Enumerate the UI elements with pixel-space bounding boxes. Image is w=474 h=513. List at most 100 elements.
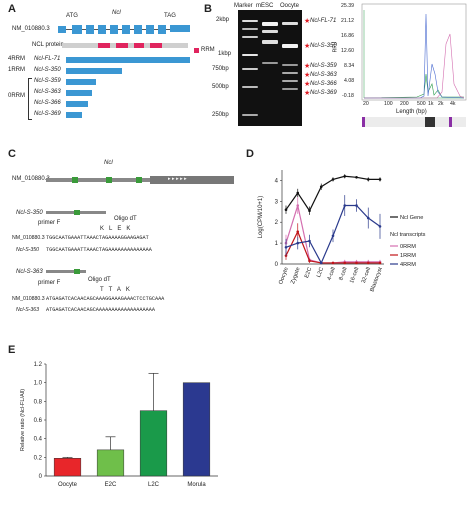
rrm-domain bbox=[116, 43, 128, 48]
bar bbox=[182, 382, 211, 477]
gel-band bbox=[242, 54, 258, 56]
length-tick: 200 bbox=[400, 101, 409, 107]
isoform-s350-track bbox=[66, 68, 122, 74]
y-tick-label: 0.2 bbox=[34, 455, 43, 461]
x-tick-label: 32-cell bbox=[361, 267, 372, 285]
data-point bbox=[378, 225, 382, 228]
legend-label: 4RRM bbox=[400, 262, 416, 268]
data-point bbox=[284, 254, 288, 257]
line-chart: 0 1 2 3 4 Log(CPM/10+1) Oocyte Zygote E2C L2C 4-ce… bbox=[258, 170, 426, 293]
data-point bbox=[296, 241, 300, 245]
gel-band bbox=[242, 20, 258, 22]
legend-label: 1RRM bbox=[400, 253, 416, 259]
gel-band bbox=[262, 62, 278, 64]
seq-ref: ATGAGATCACAACAGCAAAGGAAAGAAACTCCTGCAAA bbox=[46, 296, 165, 302]
panel-c-aa-2: TTAK bbox=[100, 287, 135, 293]
x-tick-label: L2C bbox=[316, 267, 325, 279]
data-point bbox=[331, 178, 335, 181]
band-marker-star: ★ bbox=[304, 43, 311, 50]
group-0rrm-label: 0RRM bbox=[8, 93, 26, 99]
band-marker-star: ★ bbox=[304, 81, 311, 88]
gene-exon bbox=[170, 25, 190, 32]
panel-c-gene-id: NM_010880.3 bbox=[12, 176, 50, 182]
y-tick-label: 4 bbox=[275, 178, 279, 184]
x-tick-label: E2C bbox=[105, 482, 117, 488]
x-tick-label: Morula bbox=[187, 482, 206, 488]
lane-label-marker: Marker bbox=[234, 3, 253, 9]
gene-exon bbox=[122, 25, 130, 34]
gel-band bbox=[262, 30, 278, 33]
gene-name-label: Ncl bbox=[112, 10, 121, 16]
band-label: Ncl-FL-71 bbox=[310, 18, 337, 24]
rfu-tick: 16.86 bbox=[341, 33, 354, 39]
panel-c-exon bbox=[72, 177, 78, 183]
data-point bbox=[331, 234, 335, 238]
band-label: Ncl-S-366 bbox=[310, 81, 337, 87]
panel-c-iso2-track bbox=[46, 270, 86, 273]
data-point bbox=[308, 239, 311, 243]
isoform-s363-track bbox=[66, 90, 92, 96]
panel-b-letter: B bbox=[204, 3, 212, 15]
gene-exon bbox=[134, 25, 142, 34]
panel-c-gene-name: Ncl bbox=[104, 160, 113, 166]
rrm-legend-swatch bbox=[194, 48, 199, 53]
rfu-tick: 25.39 bbox=[341, 3, 354, 9]
rrm-domain bbox=[134, 43, 144, 48]
x-tick-label: Blastocyst bbox=[370, 266, 385, 292]
band-marker-star: ★ bbox=[304, 63, 311, 70]
isoform-label: Ncl-S-350 bbox=[34, 67, 61, 73]
data-point bbox=[366, 261, 370, 265]
gel-band bbox=[282, 44, 298, 48]
x-tick-label: 4-cell bbox=[327, 267, 337, 282]
x-tick-label: Oocyte bbox=[278, 267, 290, 286]
panel-c-exon bbox=[106, 177, 112, 183]
seq-iso-label: Ncl-S-363 bbox=[16, 307, 40, 313]
data-point bbox=[355, 176, 358, 179]
x-tick-label: Zygote bbox=[290, 267, 301, 285]
panel-c-utr bbox=[150, 176, 234, 184]
rfu-tick: 12.60 bbox=[341, 48, 354, 54]
isoform-label: Ncl-FL-71 bbox=[34, 56, 61, 62]
panel-c-isoform-1: Ncl-S-350 bbox=[16, 210, 43, 216]
rrm-legend-label: RRM bbox=[201, 47, 215, 53]
length-tick: 4k bbox=[450, 101, 456, 107]
y-tick-label: 0 bbox=[39, 474, 43, 480]
band-marker-star: ★ bbox=[304, 18, 311, 25]
legend-label: Ncl Gene bbox=[400, 215, 423, 221]
panel-c-letter: C bbox=[8, 148, 16, 160]
group-0rrm-bracket bbox=[28, 78, 32, 120]
gel-band bbox=[282, 22, 298, 25]
amino-acid: T bbox=[100, 287, 109, 293]
data-point bbox=[355, 261, 358, 265]
amino-acid: E bbox=[117, 226, 127, 232]
marker-size-label: 2kbp bbox=[216, 17, 230, 23]
data-point bbox=[319, 185, 323, 189]
lane-label-mesc: mESC bbox=[256, 3, 274, 9]
bar-chart: 0 0.2 0.4 0.6 0.8 1.0 1.2 Relative ratio (Ncl-F… bbox=[20, 362, 218, 488]
y-axis-label: Log(CPM/10+1) bbox=[258, 196, 264, 239]
marker-size-label: 1kbp bbox=[218, 51, 232, 57]
isoform-s359-track bbox=[66, 79, 96, 85]
data-point bbox=[296, 204, 300, 207]
isoform-s369-track bbox=[66, 112, 82, 118]
rfu-tick: -0.18 bbox=[342, 93, 354, 99]
rfu-tick: 21.12 bbox=[341, 18, 354, 24]
gel-strip bbox=[362, 117, 466, 127]
panel-c-oligo-2: Oligo dT bbox=[88, 277, 111, 283]
gel-band bbox=[262, 40, 278, 44]
rrm-domain bbox=[150, 43, 162, 48]
marker-size-label: 250bp bbox=[212, 112, 229, 118]
panel-d-letter: D bbox=[246, 148, 254, 160]
rfu-tick: 8.34 bbox=[344, 63, 355, 69]
y-tick-label: 0.6 bbox=[34, 418, 43, 424]
amino-acid: K bbox=[125, 287, 135, 293]
gel-band bbox=[242, 68, 258, 70]
y-tick-label: 1 bbox=[275, 241, 279, 247]
panel-c-exon bbox=[74, 210, 80, 215]
band-label: Ncl-S-369 bbox=[310, 90, 337, 96]
panel-c-isoform-2: Ncl-S-363 bbox=[16, 269, 43, 275]
length-tick: 1k bbox=[428, 101, 434, 107]
gel-strip-band bbox=[449, 117, 452, 127]
isoform-fl71-track bbox=[66, 57, 190, 63]
gel-band bbox=[282, 80, 298, 82]
